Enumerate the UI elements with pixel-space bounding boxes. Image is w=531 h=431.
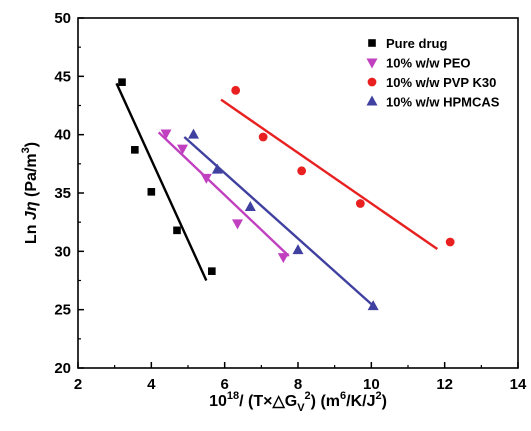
y-tick-label: 50 — [54, 10, 71, 27]
data-point — [173, 226, 181, 235]
y-tick-label: 35 — [54, 185, 71, 202]
data-point — [208, 267, 216, 275]
y-axis-ticks: 20 25 30 35 40 45 50 — [54, 10, 84, 377]
fit-line — [183, 136, 376, 309]
data-point — [147, 188, 156, 196]
x-tick-label: 4 — [147, 376, 156, 393]
plot-area-border — [77, 17, 519, 369]
y-tick-label: 45 — [54, 68, 71, 85]
y-axis-label: Ln Jη (Pa/m3) — [20, 142, 40, 244]
data-point — [232, 219, 243, 230]
x-tick-label: 14 — [510, 376, 527, 393]
data-point — [292, 244, 304, 255]
y-tick-label: 30 — [54, 243, 71, 260]
x-axis-label: 1018/ (T×△GV2) (m6/K/J2) — [209, 390, 387, 414]
data-point — [367, 300, 379, 311]
data-point — [231, 85, 241, 95]
x-tick-label: 8 — [294, 376, 302, 393]
data-point — [177, 144, 188, 155]
data-point — [445, 237, 455, 247]
fit-line — [157, 131, 290, 257]
data-point — [297, 166, 307, 176]
data-point — [355, 199, 365, 208]
data-markers — [118, 78, 455, 311]
data-point — [211, 163, 223, 174]
legend-label: 10% w/w PVP K30 — [386, 75, 496, 90]
data-point — [118, 78, 126, 86]
legend-marker — [368, 39, 376, 47]
x-tick-label: 6 — [220, 376, 228, 393]
legend-marker — [366, 95, 378, 106]
data-point — [131, 146, 139, 154]
plot-frame — [77, 17, 519, 369]
fit-line — [115, 82, 208, 281]
x-tick-label: 10 — [363, 376, 380, 393]
data-point — [188, 128, 199, 139]
x-tick-label: 12 — [436, 376, 453, 393]
legend-label: 10% w/w PEO — [386, 56, 471, 71]
data-point — [244, 201, 256, 211]
y-tick-label: 40 — [54, 127, 71, 144]
data-point — [160, 129, 172, 140]
y-tick-label: 20 — [54, 360, 71, 377]
legend: Pure drug 10% w/w PEO 10% w/w PVP K30 10% w… — [366, 36, 500, 110]
legend-marker — [367, 77, 377, 87]
x-axis-ticks: 2 4 6 8 10 12 14 — [74, 362, 527, 393]
legend-label: 10% w/w HPMCAS — [386, 95, 500, 110]
legend-marker — [366, 58, 378, 69]
data-point — [277, 253, 289, 264]
fit-lines — [115, 82, 439, 309]
x-tick-label: 2 — [74, 376, 82, 393]
data-point — [258, 132, 268, 142]
legend-label: Pure drug — [386, 36, 447, 51]
data-point — [200, 173, 212, 184]
y-tick-label: 25 — [54, 302, 71, 319]
fit-line — [220, 98, 439, 250]
